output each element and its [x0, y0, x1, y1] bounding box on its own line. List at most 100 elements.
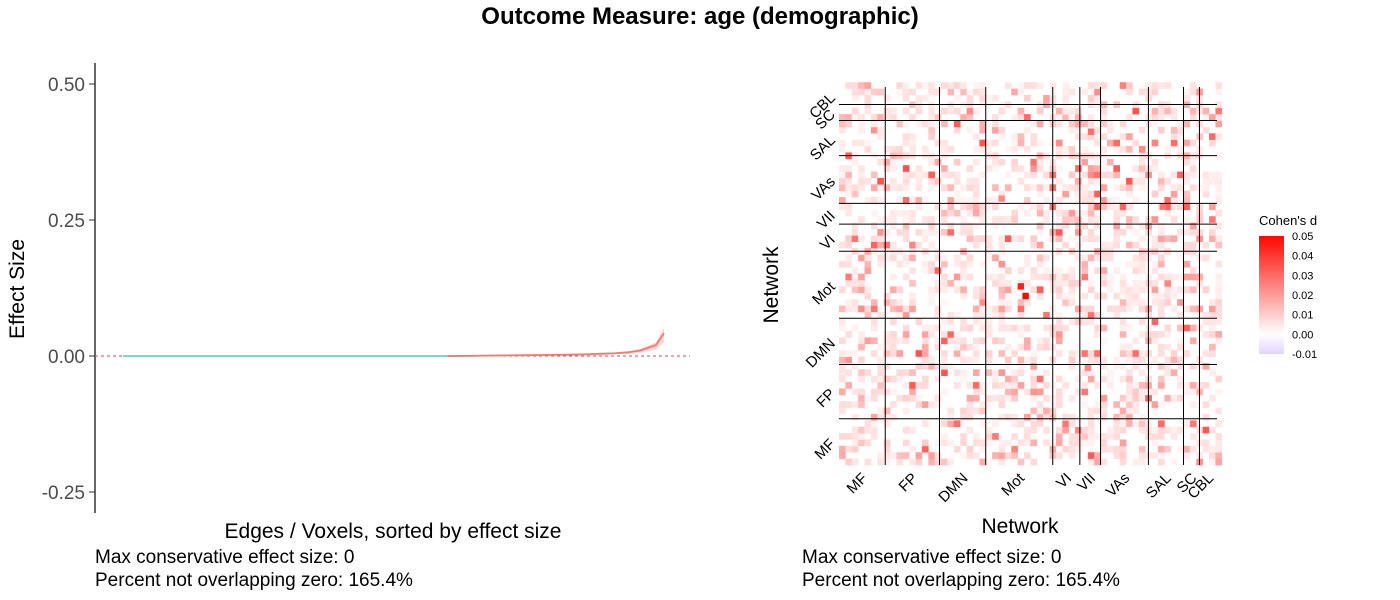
- heatmap-cell-Mot-VI: [1062, 299, 1069, 306]
- heatmap-cell-Mot-Mot: [1030, 274, 1037, 281]
- heatmap-cell-SAL-SAL: [1164, 146, 1171, 153]
- heatmap-cell-Mot-SAL: [1177, 286, 1184, 293]
- heatmap-cell-VAs-SC: [1184, 191, 1191, 198]
- heatmap-cell-Mot-MF: [865, 267, 872, 274]
- heatmap-cell-VI-FP: [916, 242, 923, 249]
- heatmap-cell-CBL-Mot: [992, 95, 999, 102]
- heatmap-cell-CBL-FP: [928, 89, 935, 96]
- heatmap-cell-VAs-SAL: [1158, 172, 1165, 179]
- heatmap-cell-SAL-DMN: [979, 120, 986, 127]
- heatmap-cell-DMN-SAL: [1164, 325, 1171, 332]
- heatmap-cell-Mot-DMN: [973, 286, 980, 293]
- heatmap-cell-SC-FP: [890, 108, 897, 115]
- heatmap-cell-DMN-Mot: [1024, 337, 1031, 344]
- heatmap-cell-DMN-VI: [1075, 350, 1082, 357]
- heatmap-cell-CBL-VII: [1088, 95, 1095, 102]
- heatmap-cell-CBL-DMN: [947, 82, 954, 89]
- legend-tick-label: 0.05: [1292, 231, 1313, 243]
- heatmap-cell-DMN-DMN: [973, 350, 980, 357]
- heatmap-cell-VAs-Mot: [992, 184, 999, 191]
- heatmap-cell-FP-VAs: [1101, 363, 1108, 370]
- heatmap-cell-VI-MF: [884, 229, 891, 236]
- heatmap-cell-Mot-SAL: [1164, 280, 1171, 287]
- heatmap-cell-SAL-VII: [1081, 146, 1088, 153]
- heatmap-cell-MF-VAs: [1101, 446, 1108, 453]
- heatmap-cell-VI-MF: [884, 242, 891, 249]
- heatmap-cell-MF-VII: [1081, 433, 1088, 440]
- heatmap-cell-VAs-FP: [890, 178, 897, 185]
- heatmap-cell-MF-VII: [1088, 427, 1095, 434]
- heatmap-cell-Mot-DMN: [979, 312, 986, 319]
- heatmap-cell-VAs-MF: [845, 178, 852, 185]
- heatmap-cell-SC-FP: [928, 108, 935, 115]
- heatmap-cell-VAs-Mot: [1043, 197, 1050, 204]
- heatmap-cell-SAL-Mot: [992, 140, 999, 147]
- heatmap-cell-VAs-DMN: [941, 172, 948, 179]
- heatmap-cell-CBL-DMN: [979, 95, 986, 102]
- heatmap-cell-VI-CBL: [1209, 235, 1216, 242]
- heatmap-cell-SAL-VAs: [1101, 146, 1108, 153]
- heatmap-cell-SC-MF: [858, 114, 865, 121]
- heatmap-cell-DMN-DMN: [960, 337, 967, 344]
- heatmap-cell-MF-VI: [1069, 439, 1076, 446]
- heatmap-cell-Mot-Mot: [1018, 299, 1025, 306]
- heatmap-cell-VAs-Mot: [1037, 165, 1044, 172]
- heatmap-cell-CBL-MF: [865, 89, 872, 96]
- heatmap-cell-VI-VAs: [1139, 223, 1146, 230]
- heatmap-cell-VAs-VI: [1056, 178, 1063, 185]
- heatmap-cell-CBL-FP: [903, 82, 910, 89]
- heatmap-cell-MF-VI: [1056, 452, 1063, 459]
- heatmap-cell-VI-VAs: [1113, 229, 1120, 236]
- heatmap-cell-MF-FP: [928, 459, 935, 466]
- heatmap-cell-VAs-DMN: [967, 178, 974, 185]
- heatmap-cell-FP-SAL: [1158, 376, 1165, 383]
- heatmap-cell-MF-SAL: [1171, 427, 1178, 434]
- heatmap-cell-DMN-VI: [1069, 357, 1076, 364]
- heatmap-cell-Mot-FP: [903, 274, 910, 281]
- heatmap-cell-MF-SAL: [1158, 452, 1165, 459]
- heatmap-cell-Mot-VAs: [1132, 261, 1139, 268]
- heatmap-cell-FP-Mot: [986, 401, 993, 408]
- heatmap-cell-Mot-SC: [1184, 274, 1191, 281]
- heatmap-cell-Mot-FP: [909, 293, 916, 300]
- heatmap-cell-VI-SC: [1184, 242, 1191, 249]
- heatmap-cell-Mot-CBL: [1215, 299, 1222, 306]
- heatmap-cell-DMN-VAs: [1101, 357, 1108, 364]
- heatmap-cell-VI-VAs: [1101, 242, 1108, 249]
- heatmap-cell-MF-Mot: [1024, 414, 1031, 421]
- heatmap-cell-DMN-Mot: [1018, 357, 1025, 364]
- heatmap-cell-VI-FP: [903, 235, 910, 242]
- heatmap-cell-VI-Mot: [1030, 242, 1037, 249]
- heatmap-cell-DMN-Mot: [1018, 344, 1025, 351]
- heatmap-cell-FP-VAs: [1126, 376, 1133, 383]
- heatmap-cell-FP-FP: [922, 363, 929, 370]
- heatmap-cell-FP-VAs: [1132, 401, 1139, 408]
- heatmap-cell-MF-Mot: [1024, 439, 1031, 446]
- heatmap-cell-VI-VII: [1088, 229, 1095, 236]
- heatmap-cell-FP-VII: [1094, 382, 1101, 389]
- x-tick-label-SAL: SAL: [1143, 470, 1175, 502]
- heatmap-cell-VAs-DMN: [960, 197, 967, 204]
- heatmap-cell-FP-FP: [916, 382, 923, 389]
- heatmap-cell-Mot-MF: [845, 306, 852, 313]
- heatmap-cell-Mot-VAs: [1107, 280, 1114, 287]
- heatmap-cell-FP-MF: [884, 363, 891, 370]
- heatmap-cell-SC-FP: [935, 114, 942, 121]
- heatmap-cell-Mot-MF: [845, 280, 852, 287]
- heatmap-cell-DMN-DMN: [941, 350, 948, 357]
- heatmap-cell-Mot-MF: [852, 286, 859, 293]
- heatmap-cell-VII-SC: [1184, 203, 1191, 210]
- heatmap-cell-SAL-VI: [1075, 127, 1082, 134]
- heatmap-cell-FP-CBL: [1203, 401, 1210, 408]
- heatmap-cell-SC-DMN: [941, 108, 948, 115]
- heatmap-cell-VAs-Mot: [1011, 165, 1018, 172]
- heatmap-cell-VAs-DMN: [954, 197, 961, 204]
- heatmap-cell-Mot-VII: [1081, 261, 1088, 268]
- heatmap-cell-SAL-VAs: [1107, 127, 1114, 134]
- heatmap-cell-DMN-SAL: [1152, 331, 1159, 338]
- heatmap-cell-FP-MF: [858, 376, 865, 383]
- heatmap-cell-MF-VAs: [1120, 414, 1127, 421]
- heatmap-cell-VI-Mot: [1018, 235, 1025, 242]
- heatmap-cell-Mot-VII: [1088, 254, 1095, 261]
- heatmap-cell-FP-SAL: [1164, 395, 1171, 402]
